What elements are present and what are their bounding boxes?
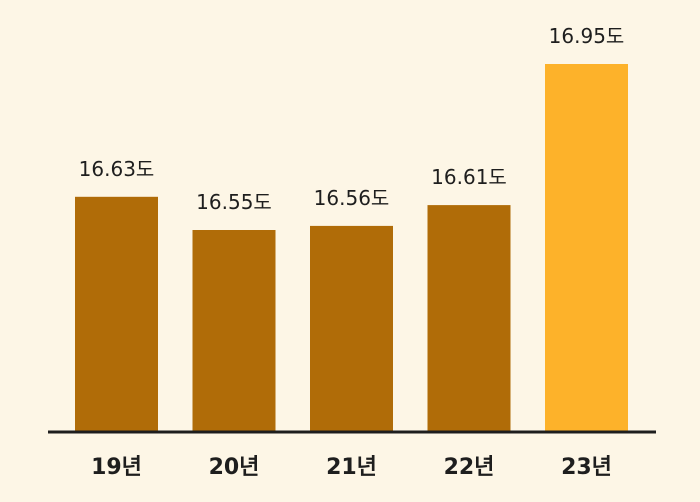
- value-label-2: 16.56도: [314, 186, 390, 210]
- bar-2: [310, 226, 393, 432]
- category-label-1: 20년: [209, 455, 260, 480]
- category-label-2: 21년: [326, 455, 377, 480]
- bar-0: [75, 197, 158, 432]
- value-label-0: 16.63도: [79, 157, 155, 181]
- category-label-3: 22년: [444, 455, 495, 480]
- category-label-4: 23년: [561, 455, 612, 480]
- value-label-1: 16.55도: [196, 190, 272, 214]
- bars-layer: [75, 64, 628, 432]
- category-label-0: 19년: [91, 455, 142, 480]
- value-label-4: 16.95도: [549, 24, 625, 48]
- bar-3: [428, 205, 511, 432]
- bar-1: [193, 230, 276, 432]
- bar-4: [545, 64, 628, 432]
- value-label-3: 16.61도: [431, 165, 507, 189]
